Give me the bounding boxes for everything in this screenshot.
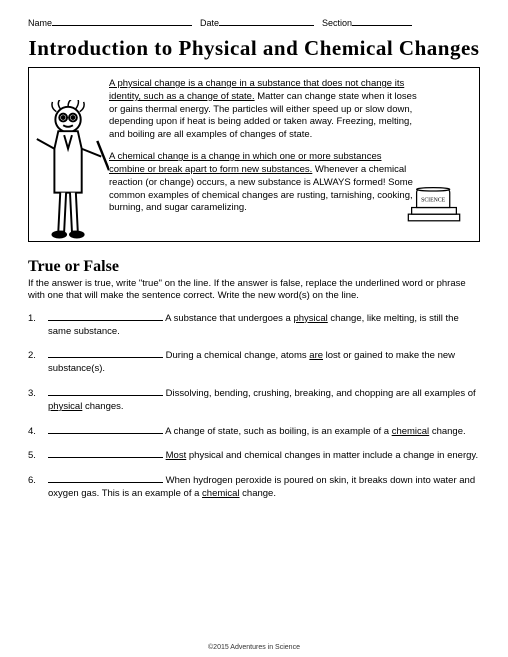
section-blank[interactable] — [352, 25, 412, 26]
tf-item: 2. During a chemical change, atoms are l… — [28, 350, 480, 376]
page-title: Introduction to Physical and Chemical Ch… — [28, 36, 480, 61]
name-field: Name — [28, 18, 192, 28]
intro-para-1: A physical change is a change in a subst… — [109, 78, 417, 142]
section-field: Section — [322, 18, 412, 28]
tf-item-body: Most physical and chemical changes in ma… — [48, 450, 480, 463]
tf-answer-blank[interactable] — [48, 433, 163, 434]
tf-item: 5. Most physical and chemical changes in… — [28, 450, 480, 463]
tf-item-pre: Dissolving, bending, crushing, breaking,… — [163, 388, 476, 399]
tf-item-number: 5. — [28, 450, 40, 463]
teacher-icon — [31, 100, 109, 246]
tf-item-pre: A substance that undergoes a — [163, 313, 293, 324]
tf-item-underline: are — [309, 350, 323, 361]
name-label: Name — [28, 18, 52, 28]
tf-item-pre: During a chemical change, atoms — [163, 350, 309, 361]
tf-item-post: change. — [240, 488, 276, 499]
tf-item-underline: physical — [48, 401, 82, 412]
tf-item-pre: A change of state, such as boiling, is a… — [163, 426, 392, 437]
science-books-icon: SCIENCE — [405, 186, 463, 227]
tf-item-post: change. — [429, 426, 465, 437]
tf-answer-blank[interactable] — [48, 457, 163, 458]
tf-item-number: 2. — [28, 350, 40, 363]
tf-item-number: 6. — [28, 475, 40, 488]
tf-item-body: Dissolving, bending, crushing, breaking,… — [48, 388, 480, 414]
tf-item-underline: chemical — [392, 426, 430, 437]
tf-item: 3. Dissolving, bending, crushing, breaki… — [28, 388, 480, 414]
date-field: Date — [200, 18, 314, 28]
tf-answer-blank[interactable] — [48, 395, 163, 396]
tf-item-post: changes. — [82, 401, 123, 412]
date-blank[interactable] — [219, 25, 314, 26]
tf-answer-blank[interactable] — [48, 320, 163, 321]
true-false-list: 1. A substance that undergoes a physical… — [28, 313, 480, 501]
tf-item: 1. A substance that undergoes a physical… — [28, 313, 480, 339]
copyright-footer: ©2015 Adventures in Science — [0, 644, 508, 651]
tf-item-underline: physical — [293, 313, 327, 324]
true-false-title: True or False — [28, 258, 480, 276]
tf-answer-blank[interactable] — [48, 482, 163, 483]
intro-para-2: A chemical change is a change in which o… — [109, 151, 417, 215]
tf-item-number: 4. — [28, 426, 40, 439]
tf-item-number: 1. — [28, 313, 40, 326]
tf-item-underline: chemical — [202, 488, 240, 499]
section-label: Section — [322, 18, 352, 28]
header-fields: Name Date Section — [28, 18, 480, 28]
tf-item-post: physical and chemical changes in matter … — [186, 450, 478, 461]
intro-box: A physical change is a change in a subst… — [28, 67, 480, 242]
tf-item-body: A substance that undergoes a physical ch… — [48, 313, 480, 339]
tf-item-number: 3. — [28, 388, 40, 401]
tf-item: 4. A change of state, such as boiling, i… — [28, 426, 480, 439]
tf-item-body: When hydrogen peroxide is poured on skin… — [48, 475, 480, 501]
true-false-instructions: If the answer is true, write "true" on t… — [28, 278, 480, 303]
book-label: SCIENCE — [421, 197, 446, 203]
tf-item: 6. When hydrogen peroxide is poured on s… — [28, 475, 480, 501]
tf-item-underline: Most — [166, 450, 187, 461]
name-blank[interactable] — [52, 25, 192, 26]
tf-item-body: A change of state, such as boiling, is a… — [48, 426, 480, 439]
tf-answer-blank[interactable] — [48, 357, 163, 358]
date-label: Date — [200, 18, 219, 28]
tf-item-body: During a chemical change, atoms are lost… — [48, 350, 480, 376]
